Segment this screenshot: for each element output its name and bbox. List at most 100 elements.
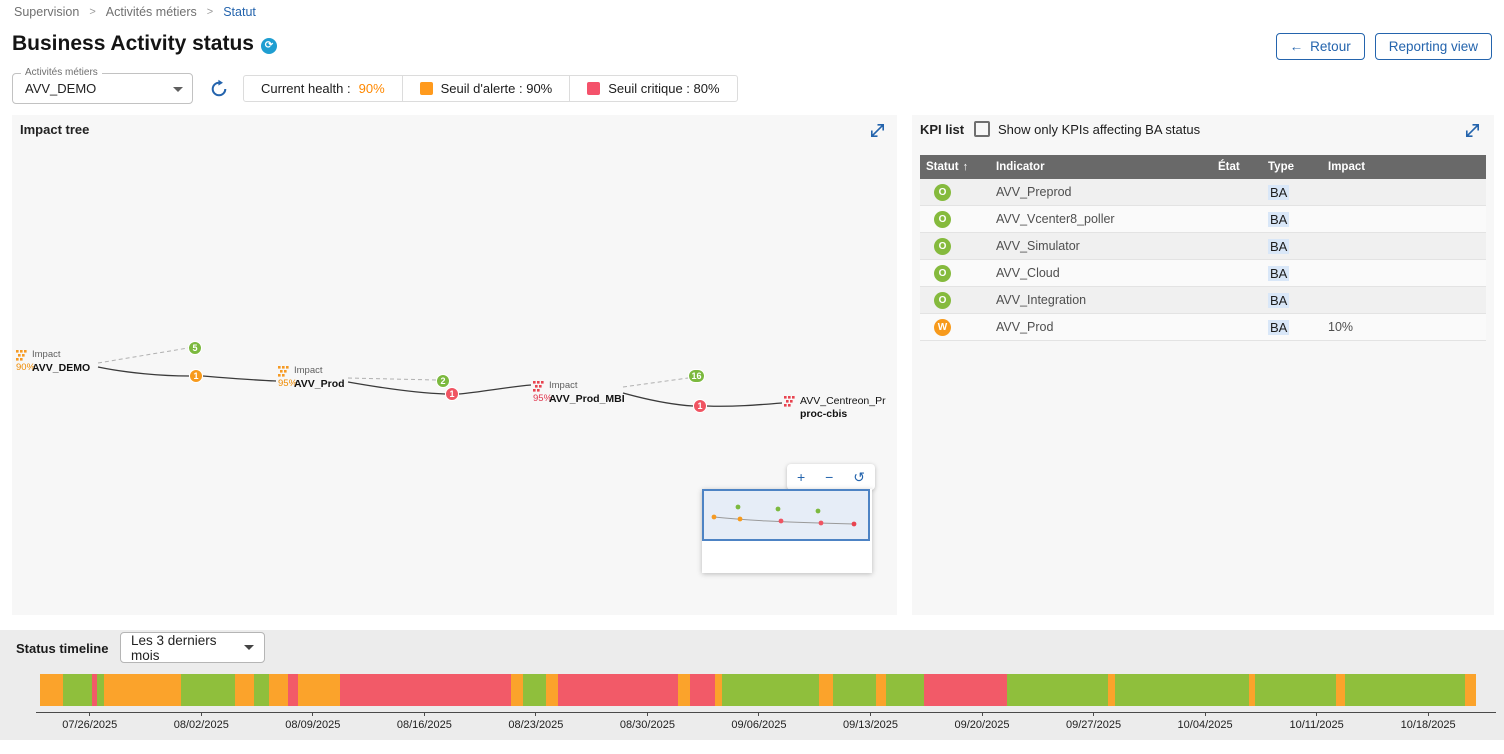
show-only-kpis-checkbox[interactable] (974, 121, 990, 137)
tree-badge-critical-count[interactable]: 1 (445, 387, 459, 401)
axis-date-label: 08/30/2025 (592, 712, 704, 731)
table-row[interactable]: O AVV_Cloud BA (920, 260, 1486, 287)
timeline-segment-ok[interactable] (96, 674, 105, 706)
tree-badge-critical-count[interactable]: 1 (693, 399, 707, 413)
breadcrumb-supervision[interactable]: Supervision (14, 5, 80, 19)
refresh-icon[interactable] (209, 79, 229, 99)
timeline-segment-warning[interactable] (297, 674, 340, 706)
zoom-reset-button[interactable]: ↺ (853, 469, 865, 485)
axis-date-label: 08/02/2025 (146, 712, 258, 731)
tree-minimap[interactable] (702, 489, 872, 573)
node-impact-label: Impact (32, 349, 61, 360)
timeline-segment-ok[interactable] (1006, 674, 1108, 706)
timeline-segment-warning[interactable] (268, 674, 288, 706)
timeline-segment-warning[interactable] (235, 674, 255, 706)
column-header-etat[interactable]: État (1218, 161, 1240, 173)
expand-icon[interactable] (1463, 121, 1482, 140)
timeline-segment-warning[interactable] (714, 674, 723, 706)
timeline-segment-ok[interactable] (181, 674, 236, 706)
chevron-down-icon (173, 87, 183, 92)
legend-current-health: Current health : 90% (244, 76, 402, 101)
kpi-indicator-name: AVV_Integration (996, 293, 1087, 307)
status-badge: O (934, 210, 951, 228)
timeline-segment-critical[interactable] (91, 674, 97, 706)
timeline-segment-warning[interactable] (1249, 674, 1255, 706)
timeline-segment-ok[interactable] (1345, 674, 1466, 706)
table-row[interactable]: O AVV_Integration BA (920, 287, 1486, 314)
table-row[interactable]: W AVV_Prod BA 10% (920, 314, 1486, 341)
timeline-segment-warning[interactable] (678, 674, 690, 706)
timeline-segment-warning[interactable] (1335, 674, 1346, 706)
column-header-type[interactable]: Type (1268, 161, 1294, 173)
timeline-segment-ok[interactable] (522, 674, 546, 706)
tree-badge-ok-count[interactable]: 2 (436, 374, 450, 388)
timeline-segment-ok[interactable] (832, 674, 877, 706)
kpi-indicator-name: AVV_Simulator (996, 239, 1080, 253)
axis-date-label: 08/09/2025 (257, 712, 369, 731)
timeline-segment-critical[interactable] (689, 674, 715, 706)
timeline-segment-warning[interactable] (1107, 674, 1115, 706)
timeline-segment-critical[interactable] (339, 674, 511, 706)
timeline-segment-critical[interactable] (287, 674, 298, 706)
tree-badge-ok-count[interactable]: 16 (688, 369, 705, 383)
tree-badge-warning-count[interactable]: 1 (189, 369, 203, 383)
timeline-segment-ok[interactable] (254, 674, 269, 706)
status-timeline-bar[interactable] (40, 674, 1476, 706)
column-header-indicator[interactable]: Indicator (996, 161, 1045, 173)
health-legend: Current health : 90% Seuil d'alerte : 90… (243, 75, 738, 102)
kpi-type: BA (1268, 265, 1290, 281)
breadcrumb-statut[interactable]: Statut (223, 5, 256, 19)
reporting-view-button[interactable]: Reporting view (1374, 33, 1492, 60)
zoom-in-button[interactable]: + (796, 469, 806, 485)
breadcrumb-activites-metiers[interactable]: Activités métiers (105, 5, 197, 19)
legend-warning-threshold: Seuil d'alerte : 90% (401, 76, 570, 101)
tree-node-avv-centreon-proc-cbis[interactable]: AVV_Centreon_Pr proc-cbis (784, 395, 886, 420)
timeline-segment-warning[interactable] (545, 674, 559, 706)
timeline-segment-ok[interactable] (1114, 674, 1250, 706)
timeline-segment-warning[interactable] (818, 674, 833, 706)
business-activity-icon: ⟳ (260, 37, 277, 54)
kpi-list-title: KPI list (920, 122, 965, 137)
tree-node-avv-prod[interactable]: Impact 95% AVV_Prod (278, 365, 345, 390)
expand-icon[interactable] (868, 121, 887, 140)
kpi-indicator-name: AVV_Vcenter8_poller (996, 212, 1115, 226)
timeline-segment-warning[interactable] (40, 674, 64, 706)
status-badge: W (934, 318, 951, 336)
tree-node-avv-prod-mbi[interactable]: Impact 95% AVV_Prod_MBI (533, 380, 625, 405)
timeline-segment-ok[interactable] (63, 674, 92, 706)
axis-date-label: 09/13/2025 (815, 712, 927, 731)
timeline-segment-ok[interactable] (722, 674, 819, 706)
timeline-segment-warning[interactable] (1465, 674, 1476, 706)
ba-select[interactable]: Activités métiers AVV_DEMO (12, 67, 193, 104)
timeline-period-select[interactable]: Les 3 derniers mois (120, 632, 265, 663)
timeline-segment-ok[interactable] (1254, 674, 1336, 706)
kpi-table-body: O AVV_Preprod BA O AVV_Vcenter8_poller BA O AVV… (920, 179, 1486, 341)
timeline-segment-critical[interactable] (558, 674, 679, 706)
node-health-value: 95% (533, 393, 553, 404)
table-row[interactable]: O AVV_Vcenter8_poller BA (920, 206, 1486, 233)
timeline-segment-critical[interactable] (924, 674, 1007, 706)
node-health-value: 90% (16, 362, 36, 373)
column-header-statut[interactable]: Statut ↑ (920, 161, 990, 173)
ba-cluster-icon (533, 381, 544, 392)
kpi-filter[interactable]: Show only KPIs affecting BA status (974, 121, 1200, 137)
zoom-out-button[interactable]: − (825, 469, 834, 485)
kpi-type: BA (1268, 211, 1290, 227)
back-button[interactable]: ← Retour (1275, 33, 1365, 60)
timeline-segment-ok[interactable] (885, 674, 925, 706)
reporting-view-label: Reporting view (1388, 39, 1478, 54)
node-name: AVV_Prod_MBI (549, 393, 625, 405)
tree-badge-ok-count[interactable]: 5 (188, 341, 202, 355)
ba-cluster-icon (16, 350, 27, 361)
timeline-segment-warning[interactable] (510, 674, 523, 706)
timeline-segment-warning[interactable] (104, 674, 182, 706)
minimap-viewport[interactable] (702, 489, 870, 541)
timeline-segment-warning[interactable] (876, 674, 886, 706)
tree-node-avv-demo[interactable]: Impact 90% AVV_DEMO (16, 349, 90, 374)
table-row[interactable]: O AVV_Simulator BA (920, 233, 1486, 260)
legend-critical-threshold: Seuil critique : 80% (569, 76, 736, 101)
table-row[interactable]: O AVV_Preprod BA (920, 179, 1486, 206)
status-badge: O (934, 237, 951, 255)
axis-date-label: 10/11/2025 (1261, 712, 1373, 731)
column-header-impact[interactable]: Impact (1328, 161, 1366, 173)
